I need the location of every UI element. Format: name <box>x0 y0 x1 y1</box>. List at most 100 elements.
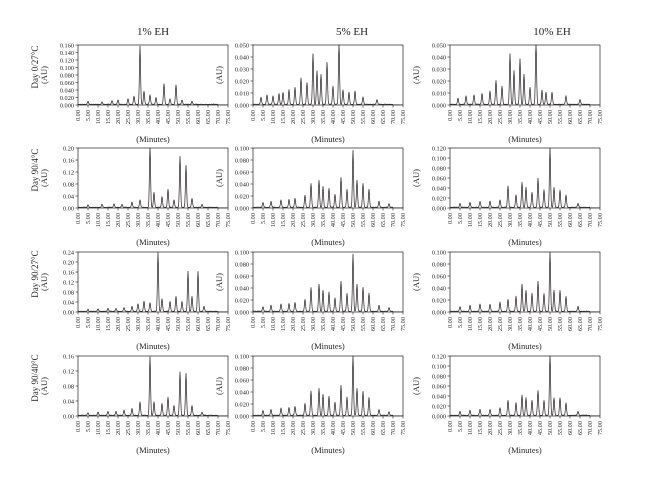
x-tick-label: 50.00 <box>175 110 182 124</box>
x-tick-label: 50.00 <box>175 213 182 227</box>
x-tick-label: 65.00 <box>577 421 584 435</box>
x-tick-label: 10.00 <box>95 110 102 124</box>
y-tick-label: 0.060 <box>60 80 74 87</box>
x-tick-label: 15.00 <box>477 110 484 124</box>
y-tick-label: 0.040 <box>432 394 446 401</box>
x-tick-label: 0.00 <box>75 421 82 432</box>
plot-frame <box>77 44 229 106</box>
y-tick-label: 0.020 <box>235 298 249 305</box>
y-tick-label: 0.040 <box>432 186 446 193</box>
x-tick-label: 40.00 <box>527 317 534 331</box>
series-line <box>450 147 600 209</box>
x-tick-label: 0.00 <box>447 213 454 224</box>
x-axis-label: (Minutes) <box>136 445 170 455</box>
row-label: Day 90/40°C <box>30 354 40 401</box>
x-tick-label: 5.00 <box>457 421 464 432</box>
x-axis-label: (Minutes) <box>136 237 170 247</box>
x-tick-label: 10.00 <box>270 317 277 331</box>
chart-panel: 0.000 0.020 0.040 0.060 0.080 0.100 0.00 5.00 10… <box>411 250 604 352</box>
x-tick-label: 10.00 <box>467 317 474 331</box>
y-axis-label: (AU) <box>214 66 224 84</box>
y-tick-label: 0.040 <box>235 55 249 62</box>
x-tick-label: 5.00 <box>260 421 267 432</box>
y-tick-label: 0.010 <box>235 91 249 98</box>
x-tick-label: 70.00 <box>215 213 222 227</box>
x-axis-label: (Minutes) <box>508 237 542 247</box>
y-tick-label: 0.000 <box>235 310 249 317</box>
y-axis-label: (AU) <box>39 273 49 291</box>
x-tick-label: 5.00 <box>85 421 92 432</box>
x-tick-label: 0.00 <box>250 317 257 328</box>
y-tick-label: 0.020 <box>432 404 446 411</box>
x-tick-label: 55.00 <box>360 421 367 435</box>
x-tick-label: 15.00 <box>280 317 287 331</box>
y-tick-label: 0.050 <box>432 43 446 50</box>
x-axis-label: (Minutes) <box>311 445 345 455</box>
x-tick-label: 60.00 <box>195 110 202 124</box>
x-tick-label: 50.00 <box>175 421 182 435</box>
y-tick-label: 0.060 <box>432 274 446 281</box>
chart-panel: 0.000 0.020 0.040 0.060 0.080 0.100 0.00 5.00 10… <box>214 354 407 456</box>
x-tick-label: 65.00 <box>380 317 387 331</box>
y-tick-label: 0.060 <box>235 170 249 177</box>
y-axis-label: (AU) <box>411 66 421 84</box>
series-line <box>77 356 228 417</box>
x-tick-label: 25.00 <box>125 213 132 227</box>
x-tick-label: 40.00 <box>330 317 337 331</box>
series-line <box>449 44 600 106</box>
y-tick-label: 0.000 <box>432 414 446 421</box>
x-tick-label: 35.00 <box>320 213 327 227</box>
x-tick-label: 45.00 <box>165 421 172 435</box>
chart-panel: 0.000.040.080.120.160.200.240.00 5.00 10.0… <box>39 250 232 352</box>
y-tick-label: 0.000 <box>235 414 249 421</box>
x-tick-label: 35.00 <box>145 213 152 227</box>
x-axis-label: (Minutes) <box>311 237 345 247</box>
x-tick-label: 15.00 <box>280 213 287 227</box>
x-tick-label: 65.00 <box>380 213 387 227</box>
series-line <box>78 252 228 313</box>
plot-frame <box>449 251 601 313</box>
x-tick-label: 35.00 <box>517 317 524 331</box>
x-tick-label: 55.00 <box>185 317 192 331</box>
x-tick-label: 30.00 <box>507 421 514 435</box>
plot-frame <box>77 251 229 313</box>
y-tick-label: 0.060 <box>235 274 249 281</box>
x-tick-label: 0.00 <box>250 421 257 432</box>
y-axis-label: (AU) <box>411 273 421 291</box>
x-tick-label: 45.00 <box>340 213 347 227</box>
x-tick-label: 70.00 <box>390 421 397 435</box>
plot-frame <box>252 251 404 313</box>
x-tick-label: 65.00 <box>577 213 584 227</box>
x-tick-label: 15.00 <box>105 213 112 227</box>
x-tick-label: 60.00 <box>195 213 202 227</box>
x-tick-label: 0.00 <box>75 317 82 328</box>
chart-panel: 0.000.040.080.120.160.200.00 5.00 10.00 15.… <box>39 146 232 248</box>
y-tick-label: 0.080 <box>235 366 249 373</box>
y-tick-label: 0.060 <box>235 378 249 385</box>
x-tick-label: 45.00 <box>340 317 347 331</box>
x-tick-label: 40.00 <box>330 421 337 435</box>
x-tick-label: 10.00 <box>467 421 474 435</box>
x-tick-label: 75.00 <box>225 421 232 435</box>
y-tick-label: 0.120 <box>432 146 446 153</box>
x-tick-label: 55.00 <box>360 213 367 227</box>
x-tick-label: 25.00 <box>497 317 504 331</box>
x-tick-label: 45.00 <box>165 317 172 331</box>
x-tick-label: 40.00 <box>155 421 162 435</box>
x-tick-label: 5.00 <box>457 317 464 328</box>
x-tick-label: 30.00 <box>507 317 514 331</box>
x-tick-label: 35.00 <box>145 421 152 435</box>
x-tick-label: 60.00 <box>370 421 377 435</box>
y-tick-label: 0.100 <box>235 146 249 153</box>
x-tick-label: 25.00 <box>300 110 307 124</box>
x-tick-label: 60.00 <box>567 110 574 124</box>
y-tick-label: 0.00 <box>63 310 74 317</box>
x-tick-label: 30.00 <box>310 317 317 331</box>
series-line <box>449 251 600 313</box>
x-tick-label: 70.00 <box>390 317 397 331</box>
x-tick-label: 20.00 <box>115 110 122 124</box>
x-tick-label: 0.00 <box>75 213 82 224</box>
x-tick-label: 65.00 <box>205 317 212 331</box>
y-tick-label: 0.080 <box>432 166 446 173</box>
x-tick-label: 60.00 <box>370 213 377 227</box>
